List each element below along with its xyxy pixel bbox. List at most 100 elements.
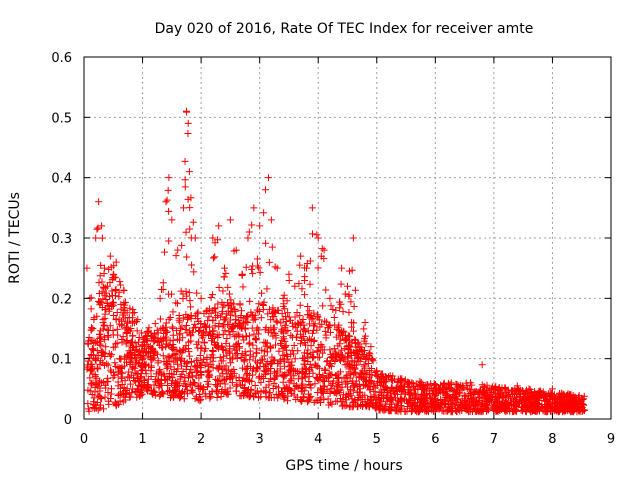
data-point [99, 359, 107, 367]
data-point [326, 322, 334, 330]
data-point [111, 359, 119, 367]
data-point [129, 306, 137, 314]
data-point [384, 391, 392, 399]
data-point [512, 387, 520, 395]
data-point [214, 389, 222, 397]
data-point [244, 234, 252, 242]
data-point [335, 351, 343, 359]
data-point [277, 319, 285, 327]
data-point [244, 319, 252, 327]
data-point [220, 346, 228, 354]
data-point [338, 264, 346, 272]
data-point [349, 377, 357, 385]
data-point [181, 183, 189, 191]
data-point [154, 329, 162, 337]
data-point [504, 401, 512, 409]
data-point [211, 322, 219, 330]
data-point [285, 313, 293, 321]
data-point [322, 286, 330, 294]
x-tick-label: 7 [490, 432, 498, 447]
data-point [382, 383, 390, 391]
data-point [572, 404, 580, 412]
data-point [243, 313, 251, 321]
data-point [290, 342, 298, 350]
data-point [432, 383, 440, 391]
data-point [508, 387, 516, 395]
data-point [290, 350, 298, 358]
data-point [159, 279, 167, 287]
data-point [287, 377, 295, 385]
data-point [466, 408, 474, 416]
y-axis-label: ROTI / TECUs [7, 192, 23, 284]
data-point [306, 280, 314, 288]
data-point [167, 363, 175, 371]
data-point [350, 361, 358, 369]
data-point [256, 222, 264, 230]
data-point [249, 353, 257, 361]
data-point [300, 332, 308, 340]
data-point [156, 366, 164, 374]
data-point [546, 402, 554, 410]
data-point [220, 376, 228, 384]
data-point [230, 247, 238, 255]
data-point [324, 395, 332, 403]
data-point [180, 395, 188, 403]
data-point [164, 382, 172, 390]
data-point [361, 346, 369, 354]
data-point [246, 347, 254, 355]
data-point [119, 398, 127, 406]
data-point [382, 405, 390, 413]
data-point [537, 388, 545, 396]
data-point [310, 338, 318, 346]
data-point [101, 336, 109, 344]
data-point [318, 245, 326, 253]
data-point [260, 209, 268, 217]
data-point [350, 368, 358, 376]
data-point [105, 293, 113, 301]
data-point [293, 327, 301, 335]
data-point [93, 374, 101, 382]
data-point [193, 310, 201, 318]
data-point [265, 258, 273, 266]
data-point [326, 328, 334, 336]
data-point [532, 403, 540, 411]
data-point [159, 337, 167, 345]
data-point [201, 323, 209, 331]
data-point [220, 273, 228, 281]
data-point [577, 406, 585, 414]
data-point [548, 385, 556, 393]
data-point [456, 389, 464, 397]
data-point [138, 346, 146, 354]
data-point [541, 391, 549, 399]
data-point [138, 329, 146, 337]
data-point [213, 393, 221, 401]
grid-lines [84, 57, 611, 419]
data-point [336, 329, 344, 337]
data-point [172, 252, 180, 260]
x-tick-label: 5 [373, 432, 381, 447]
data-point [347, 370, 355, 378]
data-point [109, 374, 117, 382]
data-point [298, 285, 306, 293]
data-point [313, 326, 321, 334]
data-point [96, 384, 104, 392]
data-point [235, 373, 243, 381]
data-point [298, 382, 306, 390]
data-point [211, 239, 219, 247]
data-point [183, 386, 191, 394]
data-point [530, 394, 538, 402]
data-point [467, 394, 475, 402]
data-point [111, 343, 119, 351]
data-point [166, 337, 174, 345]
data-point [271, 341, 279, 349]
data-point [270, 368, 278, 376]
data-point [263, 348, 271, 356]
data-point [172, 386, 180, 394]
data-point [295, 280, 303, 288]
data-point [126, 393, 134, 401]
data-point [253, 255, 261, 263]
data-point [147, 329, 155, 337]
chart-title: Day 020 of 2016, Rate Of TEC Index for r… [155, 21, 534, 37]
y-tick-label: 0.3 [51, 232, 72, 247]
data-point [219, 287, 227, 295]
